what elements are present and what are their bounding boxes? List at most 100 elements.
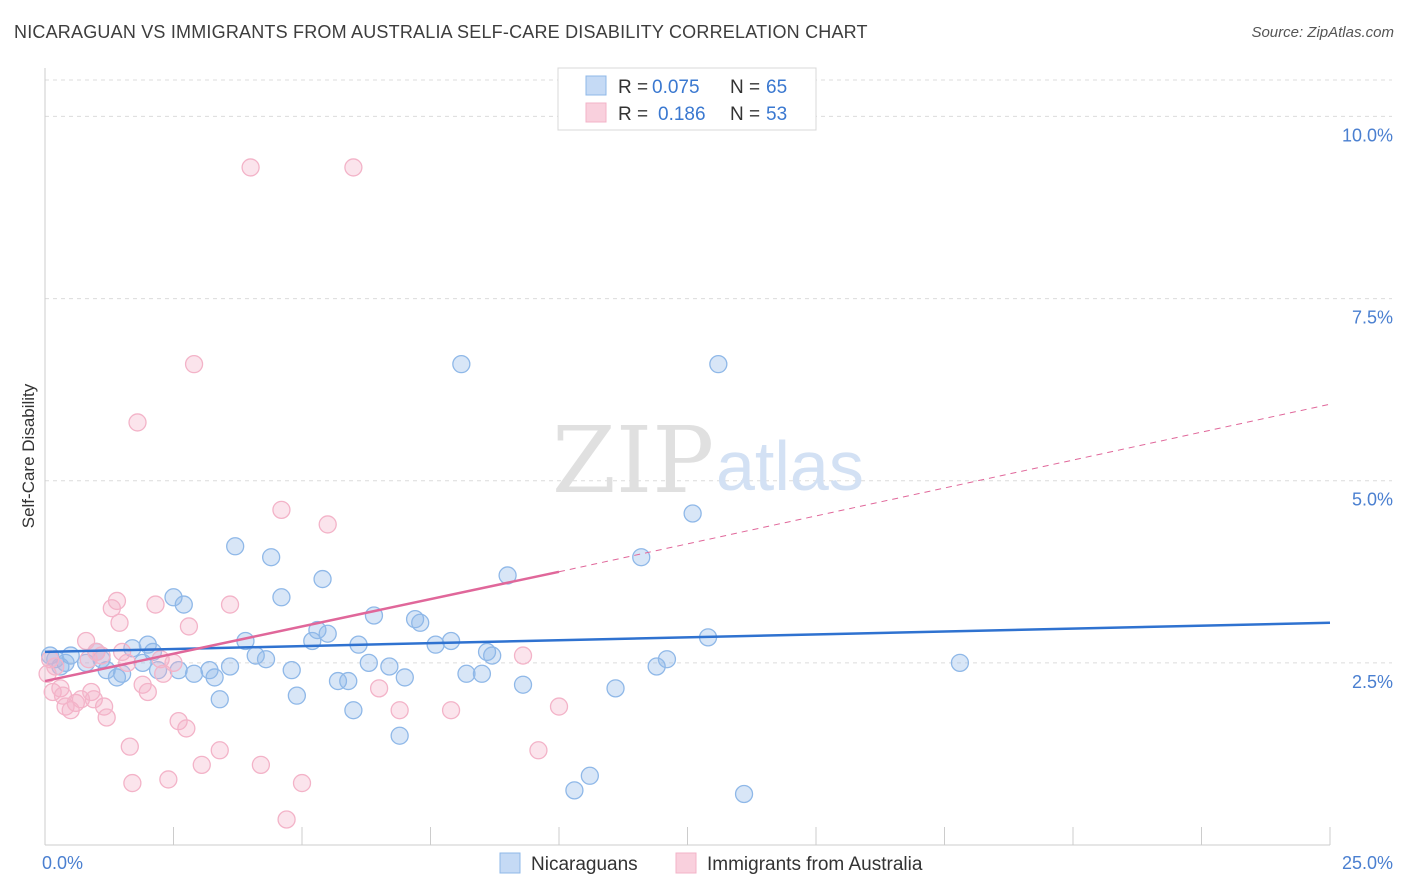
x-tick-label-0: 0.0%: [42, 853, 83, 873]
nicaraguan-point-58: [606, 679, 625, 698]
australia-point-33: [169, 711, 188, 731]
y-tick-label-1: 5.0%: [1352, 490, 1393, 510]
nicaraguan-point-66: [950, 653, 970, 673]
watermark-atlas: atlas: [716, 427, 864, 505]
nicaraguan-point-57: [580, 766, 599, 785]
australia-point-39: [220, 595, 240, 614]
australia-point-46: [344, 158, 363, 177]
axes: [44, 68, 1331, 846]
australia-point-21: [112, 642, 132, 662]
legend-n-value-1: 53: [766, 104, 787, 125]
australia-point-13: [84, 690, 103, 709]
australia-point-35: [179, 617, 199, 636]
source-credit: Source: ZipAtlas.com: [1251, 24, 1394, 41]
nicaraguan-point-33: [308, 620, 327, 640]
australia-point-51: [529, 741, 548, 760]
nicaraguan-point-44: [395, 668, 414, 687]
nicaraguan-point-23: [220, 657, 240, 676]
legend-n-label-0: N =: [730, 77, 760, 98]
nicaraguan-point-31: [287, 686, 307, 705]
legend-r-value-1: 0.186: [658, 104, 706, 125]
bottom-legend-swatch-australia: [675, 852, 697, 874]
australia-point-20: [110, 613, 129, 632]
nicaraguan-point-28: [262, 548, 281, 567]
x-axis-ticks: 0.0% 25.0%: [42, 853, 1393, 873]
watermark-zip: ZIP: [552, 407, 714, 514]
x-tick-label-1: 25.0%: [1342, 853, 1393, 873]
chart-title: NICARAGUAN VS IMMIGRANTS FROM AUSTRALIA …: [14, 22, 868, 42]
legend-r-label-1: R =: [618, 104, 648, 125]
bottom-legend-label-nicaraguans: Nicaraguans: [531, 854, 638, 875]
nicaraguan-point-16: [164, 588, 183, 607]
nicaraguan-point-46: [411, 613, 430, 632]
nicaraguan-point-30: [282, 660, 301, 680]
nicaraguan-point-53: [483, 646, 502, 665]
australia-point-24: [123, 773, 142, 793]
legend-swatch-nicaraguans: [585, 75, 607, 96]
nicaraguan-point-64: [709, 354, 728, 374]
nicaraguan-point-29: [272, 588, 291, 607]
y-tick-label-0: 2.5%: [1352, 672, 1393, 692]
nicaraguan-point-51: [472, 664, 492, 683]
top-legend: R = 0.075 N = 65 R = 0.186 N = 53: [557, 67, 817, 131]
australia-trend-line: [44, 570, 560, 683]
australia-point-49: [441, 701, 461, 720]
legend-n-label-1: N =: [730, 104, 760, 125]
nicaraguan-point-22: [210, 690, 229, 709]
nicaraguan-point-59: [632, 548, 651, 567]
australia-point-9: [71, 690, 91, 709]
australia-point-36: [184, 354, 204, 374]
y-tick-label-2: 7.5%: [1352, 308, 1393, 328]
australia-point-12: [82, 682, 101, 702]
nicaraguan-point-47: [426, 635, 445, 654]
legend-r-value-0: 0.075: [652, 77, 700, 98]
nicaraguan-point-35: [318, 624, 337, 643]
australia-point-31: [159, 770, 178, 789]
nicaraguan-point-55: [513, 675, 533, 694]
australia-point-45: [318, 515, 337, 534]
australia-point-4: [51, 679, 70, 698]
bottom-legend: Nicaraguans Immigrants from Australia: [499, 852, 923, 875]
nicaraguan-trend-line: [44, 621, 1331, 654]
watermark: ZIP atlas: [552, 407, 864, 514]
australia-point-40: [241, 158, 260, 177]
australia-point-25: [128, 413, 147, 432]
legend-swatch-australia: [585, 102, 607, 123]
nicaraguan-point-34: [313, 569, 332, 589]
australia-point-3: [46, 657, 65, 676]
nicaraguan-point-60: [647, 657, 666, 676]
australia-point-32: [164, 653, 183, 673]
nicaraguan-point-36: [328, 671, 348, 691]
nicaraguan-point-21: [205, 668, 224, 687]
nicaraguan-point-19: [184, 664, 204, 683]
bottom-legend-swatch-nicaraguans: [499, 852, 521, 874]
australia-point-50: [513, 646, 533, 665]
australia-point-43: [277, 810, 296, 829]
nicaraguan-point-49: [452, 354, 471, 374]
nicaraguan-point-37: [339, 671, 358, 691]
australia-point-19: [107, 591, 127, 611]
australia-point-28: [146, 595, 165, 614]
australia-point-0: [38, 664, 57, 683]
nicaraguan-point-18: [174, 595, 193, 614]
australia-point-47: [369, 679, 389, 698]
australia-point-17: [97, 708, 116, 727]
australia-point-27: [138, 682, 157, 702]
nicaraguan-point-24: [226, 537, 245, 556]
australia-point-16: [94, 697, 114, 716]
nicaraguan-point-4: [61, 646, 80, 665]
nicaraguan-point-56: [565, 781, 584, 800]
australia-point-23: [120, 737, 139, 756]
australia-point-42: [272, 500, 291, 520]
nicaraguan-point-61: [657, 650, 677, 669]
nicaraguan-point-38: [344, 701, 363, 720]
bottom-legend-label-australia: Immigrants from Australia: [707, 854, 923, 875]
y-tick-label-3: 10.0%: [1342, 125, 1393, 145]
nicaraguan-point-50: [457, 664, 476, 683]
australia-point-41: [251, 755, 271, 775]
trend-lines: [44, 403, 1331, 683]
australia-point-38: [210, 741, 229, 760]
nicaraguan-point-62: [683, 504, 702, 523]
nicaraguan-point-40: [359, 653, 378, 673]
